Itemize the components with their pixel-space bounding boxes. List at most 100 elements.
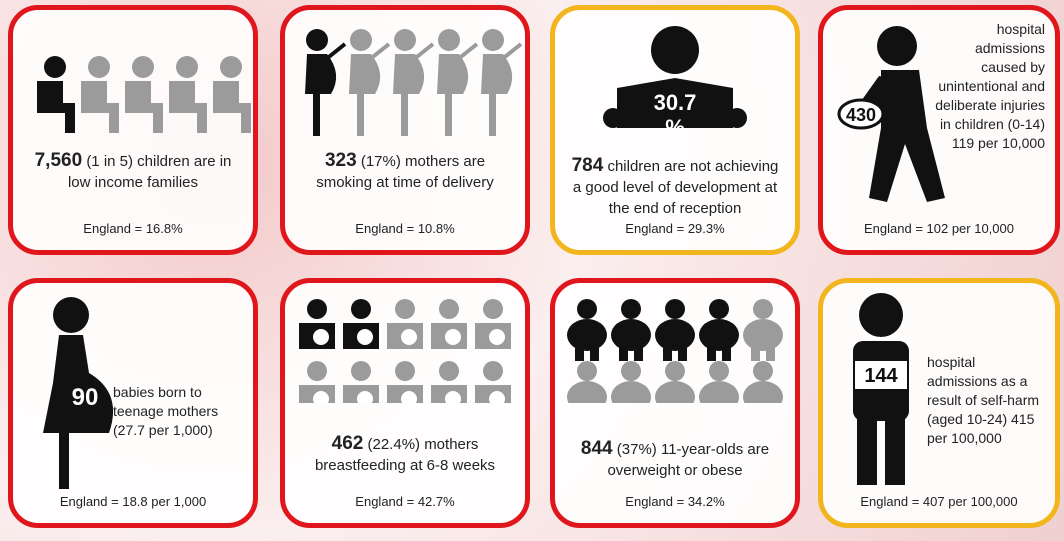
icon-part <box>699 381 739 403</box>
infographic: 7,560 (1 in 5) children are in low incom… <box>0 0 1064 541</box>
icon-part <box>753 361 773 381</box>
icon-label: % <box>665 115 685 128</box>
icon-part <box>483 299 503 319</box>
icon-part <box>395 361 415 381</box>
icon-part <box>437 54 468 94</box>
icon-part <box>439 299 459 319</box>
icon-part <box>351 361 371 381</box>
headline: 844 <box>581 438 613 459</box>
icon-part <box>655 319 695 351</box>
badge-number: 430 <box>846 105 876 125</box>
headline: 323 <box>325 150 357 171</box>
england-figure: England = 407 per 100,000 <box>823 494 1055 509</box>
icon-part <box>457 44 477 60</box>
icon-part <box>394 29 416 51</box>
icon-part <box>709 361 729 381</box>
icon-part <box>482 29 504 51</box>
icon-part <box>743 381 783 403</box>
icon-grid <box>555 293 795 403</box>
icon-part <box>125 81 163 133</box>
icon-row <box>13 28 253 138</box>
icon-part <box>81 81 119 133</box>
icon-part <box>709 299 729 319</box>
icon-part <box>169 81 207 133</box>
icon-part <box>611 381 651 403</box>
icon-part <box>395 299 415 319</box>
reading-icon: 30.7 % <box>555 18 795 128</box>
england-figure: England = 34.2% <box>555 494 795 509</box>
icon-part <box>313 92 320 136</box>
badge-number: 90 <box>72 384 99 411</box>
headline: 7,560 <box>35 150 83 171</box>
icon-part <box>489 329 505 345</box>
icon-part <box>401 92 408 136</box>
icon-part <box>349 54 380 94</box>
description: (37%) 11-year-olds are overweight or obe… <box>607 441 769 479</box>
icon-part <box>44 56 66 78</box>
card-text: 7,560 (1 in 5) children are in low incom… <box>27 150 239 193</box>
child-icon: 144 <box>833 291 933 491</box>
icon-part <box>634 345 643 361</box>
icon-row <box>285 28 525 138</box>
icon-part <box>88 56 110 78</box>
description: hospital admissions as a result of self-… <box>927 353 1045 448</box>
icon-part <box>445 329 461 345</box>
icon-part <box>132 56 154 78</box>
icon-part <box>743 319 783 351</box>
icon-part <box>413 44 433 60</box>
england-figure: England = 10.8% <box>285 221 525 236</box>
icon-part <box>306 29 328 51</box>
badge-number: 144 <box>864 365 898 387</box>
icon-part <box>707 345 716 361</box>
icon-label: 30.7 <box>654 90 697 115</box>
icon-part <box>621 361 641 381</box>
icon-part <box>663 345 672 361</box>
icon-part <box>393 54 424 94</box>
icon-head <box>651 26 699 74</box>
icon-part <box>575 345 584 361</box>
icon-part <box>611 319 651 351</box>
card: 844 (37%) 11-year-olds are overweight or… <box>550 278 800 528</box>
card: 144 hospital admissions as a result of s… <box>818 278 1060 528</box>
icon-part <box>357 329 373 345</box>
card: 430 hospital admissions caused by uninte… <box>818 5 1060 255</box>
icon-part <box>369 44 389 60</box>
icon-leg <box>59 431 69 489</box>
headline: 784 <box>572 155 604 176</box>
icon-part <box>445 92 452 136</box>
england-figure: England = 16.8% <box>13 221 253 236</box>
icon-grid <box>285 293 525 403</box>
icon-part <box>401 329 417 345</box>
icon-part <box>665 299 685 319</box>
icon-part <box>678 345 687 361</box>
icon-leg <box>857 417 877 485</box>
icon-part <box>213 81 251 133</box>
icon-part <box>37 81 75 133</box>
description: hospital admissions caused by unintentio… <box>933 20 1045 153</box>
icon-part <box>176 56 198 78</box>
icon-part <box>438 29 460 51</box>
icon-part <box>351 299 371 319</box>
icon-part <box>325 44 345 60</box>
card-text: 323 (17%) mothers are smoking at time of… <box>299 150 511 193</box>
icon-part <box>665 361 685 381</box>
icon-hand <box>727 108 747 128</box>
icon-part <box>357 92 364 136</box>
icon-part <box>439 361 459 381</box>
icon-hand <box>603 108 623 128</box>
icon-part <box>481 54 512 94</box>
icon-head <box>877 26 917 66</box>
headline: 462 <box>332 433 364 454</box>
card-text: 462 (22.4%) mothers breastfeeding at 6-8… <box>299 433 511 476</box>
icon-part <box>590 345 599 361</box>
description: babies born to teenage mothers (27.7 per… <box>113 383 243 440</box>
icon-part <box>307 361 327 381</box>
description: (1 in 5) children are in low income fami… <box>68 153 231 191</box>
icon-part <box>489 92 496 136</box>
icon-part <box>722 345 731 361</box>
icon-part <box>751 345 760 361</box>
icon-part <box>220 56 242 78</box>
card: 30.7 % 784 children are not achieving a … <box>550 5 800 255</box>
icon-part <box>307 299 327 319</box>
icon-part <box>753 299 773 319</box>
